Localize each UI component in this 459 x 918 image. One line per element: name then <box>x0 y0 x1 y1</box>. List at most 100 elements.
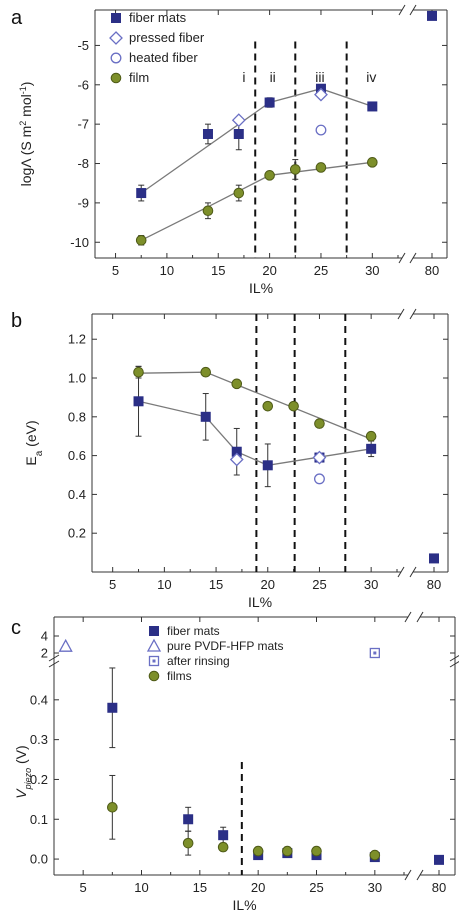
panel-a-break-bottom-right <box>409 252 417 264</box>
region-label: iv <box>366 69 376 85</box>
y-axis-title-part: logΛ (S m <box>18 126 34 187</box>
data-point <box>107 802 118 813</box>
region-label: i <box>242 69 245 85</box>
data-point <box>202 129 213 139</box>
x-tick-label: 5 <box>80 880 87 895</box>
x-tick-label: 20 <box>262 263 276 278</box>
legend-entry: after rinsing <box>167 654 230 668</box>
legend-marker <box>148 655 160 667</box>
y-tick-label: -7 <box>77 117 89 132</box>
data-point <box>311 845 322 857</box>
x-tick-label: 25 <box>314 263 328 278</box>
data-point <box>315 162 327 173</box>
y-tick-label: 1.0 <box>68 371 86 386</box>
fit-line <box>140 88 373 194</box>
x-tick-label: 10 <box>134 880 148 895</box>
y-tick-label: 0.3 <box>30 732 48 747</box>
panel-c-break-top-left <box>404 611 412 623</box>
data-point <box>200 366 212 378</box>
data-point <box>133 396 144 407</box>
data-point <box>107 702 118 713</box>
x-tick-label: 80 <box>425 263 439 278</box>
data-point <box>231 113 246 128</box>
panel-a-break-top-right <box>409 4 417 16</box>
data-point <box>182 837 194 849</box>
y-break-mark <box>48 660 60 668</box>
legend-entry: fiber mats <box>129 10 187 25</box>
data-point <box>288 400 299 412</box>
data-point <box>262 460 273 471</box>
y-tick-label: 4 <box>41 629 48 644</box>
y-axis-title: logΛ (S m2 mol-1) <box>18 82 34 187</box>
data-point <box>252 845 264 857</box>
y-axis-title-part: (eV) <box>23 420 39 450</box>
fit-line <box>138 400 372 466</box>
y-tick-label: -9 <box>77 195 89 210</box>
x-axis-title: IL% <box>232 897 256 913</box>
data-point <box>367 101 378 112</box>
data-point <box>218 830 229 841</box>
panel-a-label: a <box>11 7 23 29</box>
legend-marker <box>148 670 160 682</box>
legend-entry: films <box>167 669 192 683</box>
legend-entry: fiber mats <box>167 624 220 638</box>
data-point <box>315 124 327 136</box>
y-tick-label: 0.0 <box>30 852 48 867</box>
data-point-dot <box>373 651 377 655</box>
y-tick-label: 0.2 <box>30 772 48 787</box>
data-point <box>366 443 377 454</box>
y-tick-label: 0.2 <box>68 526 86 541</box>
x-tick-label: 15 <box>211 263 225 278</box>
x-tick-label: 10 <box>157 577 171 592</box>
y-tick-label: 0.1 <box>30 812 48 827</box>
legend-marker-dot <box>152 659 156 663</box>
data-point <box>217 841 229 853</box>
panel-c-break-top-right <box>416 611 424 623</box>
data-point <box>262 400 274 412</box>
y-tick-label: -5 <box>77 38 89 53</box>
y-axis-title-part: 2 <box>18 121 28 126</box>
data-point <box>183 814 194 825</box>
data-point <box>369 849 381 861</box>
data-point <box>312 450 327 465</box>
panel-b-break-top-right <box>409 308 417 320</box>
y-axis-title-main: V <box>13 788 29 799</box>
region-label: ii <box>270 69 276 85</box>
data-point <box>58 638 73 652</box>
x-tick-label: 15 <box>193 880 207 895</box>
panel-c-break-bottom-right <box>416 869 424 881</box>
legend-entry: pure PVDF-HFP mats <box>167 639 283 653</box>
data-point <box>229 452 244 467</box>
y-axis-title-part: mol <box>18 94 34 120</box>
y-break-mark <box>48 654 60 662</box>
x-tick-label: 25 <box>312 577 326 592</box>
legend-entry: film <box>129 70 149 85</box>
x-tick-label: 30 <box>368 880 382 895</box>
y-axis-title-part: a <box>34 450 45 456</box>
x-tick-label: 20 <box>251 880 265 895</box>
y-axis-title-unit: (V) <box>13 745 29 768</box>
x-tick-label: 5 <box>109 577 116 592</box>
legend-entry: pressed fiber <box>129 30 205 45</box>
x-tick-label: 20 <box>261 577 275 592</box>
x-tick-label: 15 <box>209 577 223 592</box>
panel-a-break-bottom-left <box>398 252 406 264</box>
x-axis-title: IL% <box>249 280 273 296</box>
data-point <box>264 170 275 181</box>
data-point <box>233 129 244 139</box>
fit-line <box>138 371 372 440</box>
data-point <box>314 87 328 102</box>
region-label: iii <box>315 69 324 85</box>
data-point <box>314 418 325 429</box>
data-point <box>434 854 444 865</box>
x-axis-title: IL% <box>248 594 272 610</box>
data-point <box>365 430 377 442</box>
data-point <box>314 473 325 485</box>
data-point <box>367 157 378 168</box>
y-tick-label: -8 <box>77 156 89 171</box>
x-tick-label: 5 <box>112 263 119 278</box>
data-point <box>369 647 380 659</box>
legend-marker <box>111 13 121 23</box>
data-point <box>429 553 439 564</box>
